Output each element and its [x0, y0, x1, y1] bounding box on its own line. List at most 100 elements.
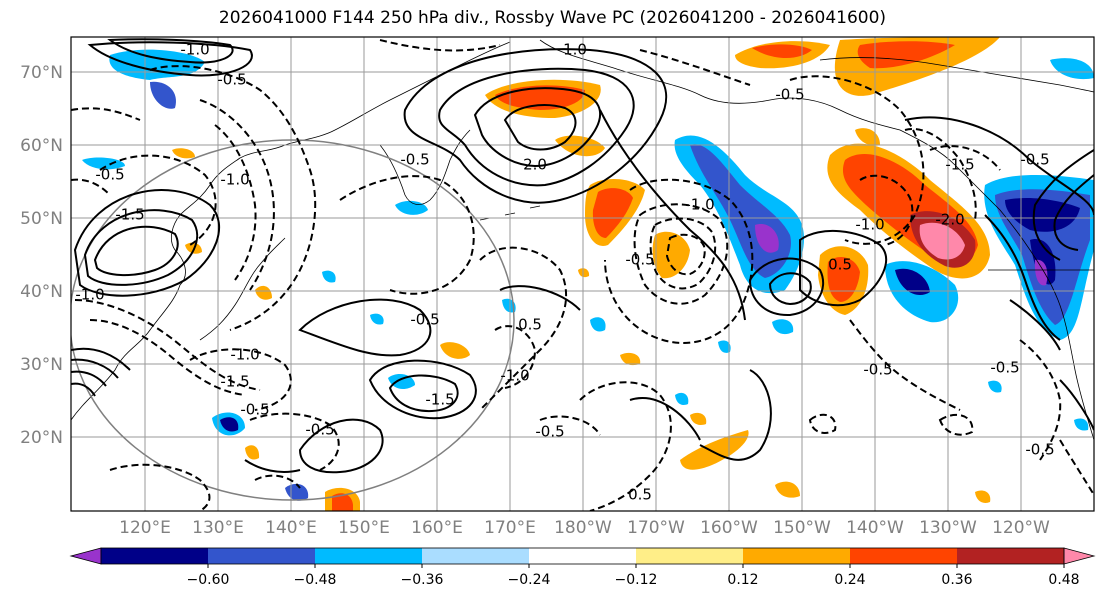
div-patch-positive [975, 490, 991, 503]
contour-solid [298, 418, 384, 474]
contour-dashed [849, 319, 961, 411]
contour-solid [1053, 174, 1094, 251]
div-patch-negative [755, 224, 779, 253]
div-patch-negative [322, 270, 336, 283]
lon-label: 120°E [119, 518, 171, 538]
contour-label: -0.5 [990, 359, 1019, 377]
contour-solid [799, 229, 887, 307]
div-patch-positive [172, 148, 195, 159]
contour-label: -0.5 [1020, 151, 1049, 169]
lon-label: 140°W [846, 518, 904, 538]
contour-solid [368, 359, 477, 420]
contour-label: 1.0 [563, 41, 587, 59]
colorbar-swatch [529, 548, 637, 564]
contour-solid [768, 272, 812, 306]
contour-dashed [254, 474, 301, 489]
contour-dashed [89, 319, 246, 396]
colorbar-tick-label: 0.12 [727, 572, 758, 588]
contour-solid [73, 189, 220, 297]
div-patch-negative [988, 380, 1002, 393]
div-patch-positive [857, 41, 955, 69]
lon-label: 150°E [338, 518, 390, 538]
contour-solid [244, 459, 301, 473]
contour-label: -1.0 [500, 367, 529, 385]
contour-dashed [339, 175, 475, 295]
coastline-kamchatka [379, 129, 471, 205]
lon-label: 130°W [919, 518, 977, 538]
contour-solid [984, 214, 1061, 341]
contour-labels: -1.0 -0.5 1.0 -0.5 -0.5 -0.5 2.0 -1.5 -1.0 -1.0 -1… [75, 41, 1054, 504]
contour-dashed [579, 381, 672, 511]
contour-dashed [99, 154, 217, 246]
contour-solid [1059, 379, 1094, 431]
div-patch-negative [1050, 58, 1094, 80]
coastline-japan [199, 237, 286, 341]
contour-solid [503, 104, 577, 151]
contour-label: 0.5 [518, 316, 542, 334]
contour-dashed [249, 412, 340, 471]
div-patch-negative [718, 340, 731, 353]
contour-label: -1.5 [425, 391, 454, 409]
div-patch-negative [1074, 418, 1089, 431]
contour-dashed [639, 49, 751, 86]
colorbar-swatch [315, 548, 423, 564]
colorbar-swatch [636, 548, 744, 564]
colorbar: −0.60 −0.48 −0.36 −0.24 −0.12 0.12 0.24 0.36 0.4… [69, 547, 1096, 588]
lon-label: 150°W [773, 518, 831, 538]
contour-solid [438, 67, 635, 187]
contour-label: -2.0 [935, 211, 964, 229]
div-patch-positive [440, 342, 470, 359]
solid-contours [71, 38, 1094, 474]
contour-dashed [938, 413, 974, 436]
div-patch-negative [1030, 239, 1056, 285]
contour-solid [83, 209, 198, 286]
lon-label: 130°E [192, 518, 244, 538]
contour-solid [473, 87, 602, 168]
contour-solid [93, 225, 179, 276]
contour-label: -1.0 [220, 171, 249, 189]
contour-solid [904, 116, 1094, 216]
lon-label: 170°W [627, 518, 685, 538]
contour-solid [71, 382, 96, 397]
contour-label: -1.5 [220, 373, 249, 391]
contour-solid [71, 358, 119, 379]
lat-label: 20°N [20, 428, 63, 448]
div-patch-negative [150, 81, 176, 109]
div-patch-negative [82, 157, 125, 170]
contour-solid [1009, 299, 1061, 351]
div-patch-positive [680, 430, 749, 470]
contour-label: -1.5 [115, 206, 144, 224]
div-patch-negative [1034, 259, 1048, 286]
lon-label: 140°E [265, 518, 317, 538]
div-patch-positive [245, 445, 260, 460]
contour-dashed [189, 348, 292, 411]
contour-dashed [214, 124, 257, 281]
div-patch-positive [255, 285, 272, 300]
div-patch-positive [775, 481, 800, 498]
contour-dashed [199, 99, 275, 291]
contour-dashed [74, 299, 261, 391]
longitude-labels: 120°E 130°E 140°E 150°E 160°E 170°E 180°… [119, 518, 1050, 538]
contour-solid [298, 298, 432, 357]
contour-solid [629, 397, 701, 441]
div-patch-positive [620, 352, 641, 366]
contour-dashed [71, 178, 111, 196]
contour-label: -0.5 [400, 151, 429, 169]
colorbar-extend-low [69, 547, 102, 565]
colorbar-tick-label: −0.60 [187, 572, 230, 588]
contour-label: -1.0 [685, 196, 714, 214]
contour-solid [403, 48, 667, 204]
contour-label: -0.5 [535, 423, 564, 441]
contour-label: -1.5 [945, 156, 974, 174]
contour-label: 0.5 [628, 486, 652, 504]
contour-solid [499, 285, 581, 311]
shaded-divergence [82, 37, 1094, 511]
contour-dashed [379, 39, 501, 52]
div-patch-positive [592, 188, 633, 238]
lat-label: 60°N [20, 136, 63, 156]
contour-label: 2.0 [523, 156, 547, 174]
div-patch-positive [855, 128, 880, 146]
colorbar-tick-label: 0.24 [834, 572, 865, 588]
latitude-labels: 70°N 60°N 50°N 40°N 30°N 20°N [20, 63, 63, 448]
